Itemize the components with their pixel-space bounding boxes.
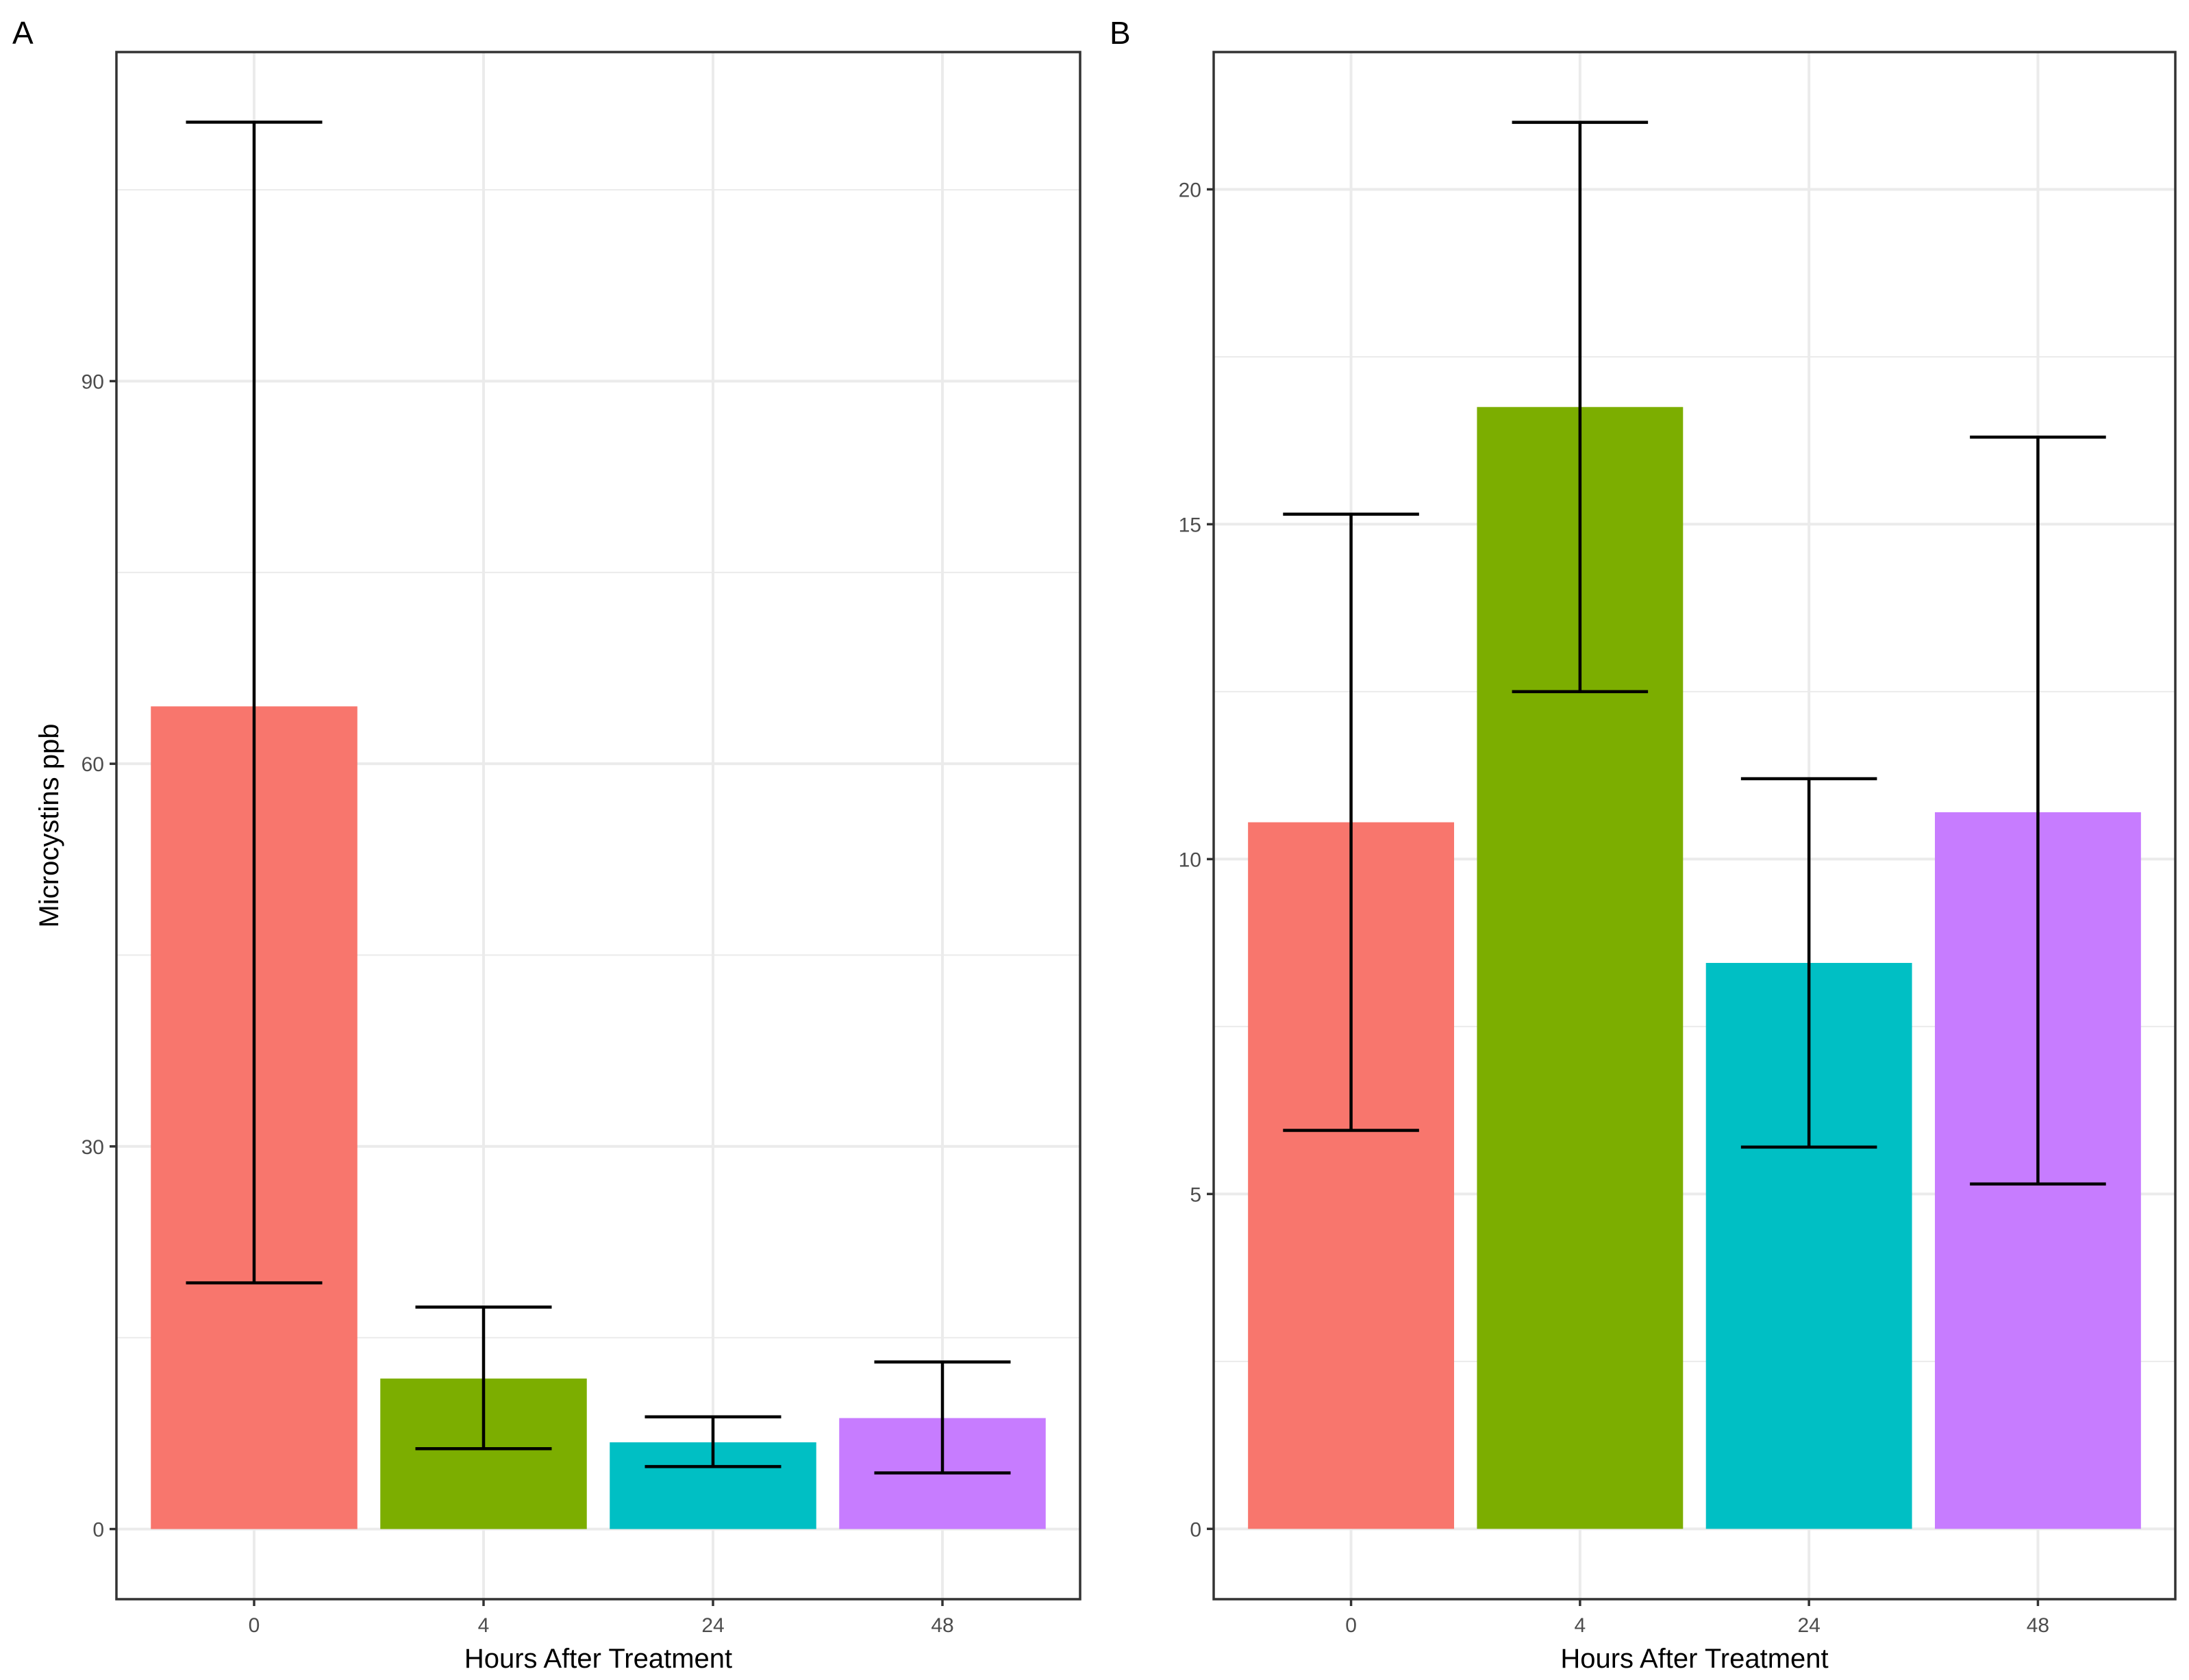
- x-tick-label: 24: [1797, 1614, 1820, 1637]
- y-tick-label: 10: [1179, 849, 1201, 871]
- y-tick-label: 15: [1179, 514, 1201, 536]
- panel-border: [1212, 51, 2177, 1601]
- y-tick-label: 20: [1179, 179, 1201, 201]
- y-axis-title: Microcystins ppb: [34, 724, 64, 928]
- x-tick-label: 48: [931, 1614, 953, 1637]
- panel-letter: A: [12, 15, 34, 51]
- y-tick-label: 0: [1190, 1518, 1201, 1541]
- panel-letter: B: [1110, 15, 1131, 51]
- x-axis-title: Hours After Treatment: [1560, 1644, 1828, 1674]
- x-tick-label: 4: [1575, 1614, 1586, 1637]
- x-tick-label: 0: [249, 1614, 260, 1637]
- panel-a: A 0 30 60 90 0 4 24 48 Hours After Treatment Micro…: [12, 15, 1081, 1674]
- panel-b: B 0 5 10 15 20 0 4 24 48 Hours After Treatment: [1110, 15, 2177, 1674]
- x-tick-label: 24: [701, 1614, 724, 1637]
- y-tick-label: 0: [92, 1519, 104, 1542]
- y-tick-label: 30: [82, 1136, 104, 1159]
- x-tick-label: 0: [1345, 1614, 1357, 1637]
- panel-border: [115, 51, 1081, 1601]
- x-axis-title: Hours After Treatment: [464, 1644, 732, 1674]
- y-tick-label: 60: [82, 753, 104, 776]
- y-tick-label: 5: [1190, 1183, 1201, 1206]
- x-tick-label: 48: [2027, 1614, 2049, 1637]
- y-tick-label: 90: [82, 371, 104, 393]
- x-tick-label: 4: [478, 1614, 490, 1637]
